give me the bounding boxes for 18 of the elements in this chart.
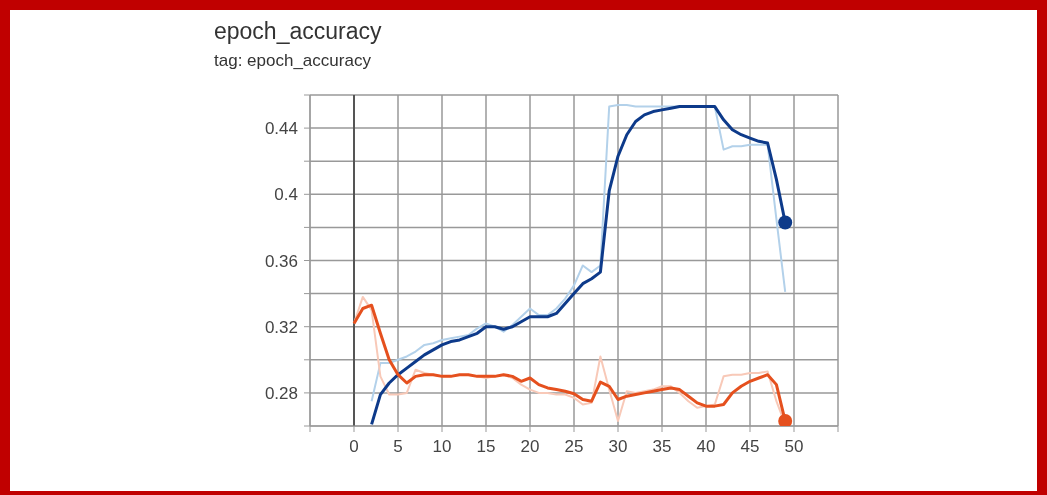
y-tick-label: 0.36 xyxy=(264,251,298,271)
x-tick-label: 30 xyxy=(608,437,628,457)
x-tick-label: 10 xyxy=(432,437,452,457)
x-tick-label: 25 xyxy=(564,437,584,457)
chart-subtitle: tag: epoch_accuracy xyxy=(214,51,371,71)
x-tick-label: 15 xyxy=(476,437,496,457)
x-tick-label: 50 xyxy=(784,437,804,457)
y-tick-label: 0.28 xyxy=(264,383,298,403)
x-tick-label: 5 xyxy=(393,437,403,457)
x-tick-label: 45 xyxy=(740,437,760,457)
y-tick-label: 0.32 xyxy=(264,317,298,337)
x-tick-label: 20 xyxy=(520,437,540,457)
y-tick-label: 0.4 xyxy=(274,185,298,205)
x-tick-label: 40 xyxy=(696,437,716,457)
x-tick-label: 0 xyxy=(349,437,359,457)
x-tick-label: 35 xyxy=(652,437,672,457)
y-tick-label: 0.44 xyxy=(264,119,298,139)
chart-title: epoch_accuracy xyxy=(214,18,382,45)
